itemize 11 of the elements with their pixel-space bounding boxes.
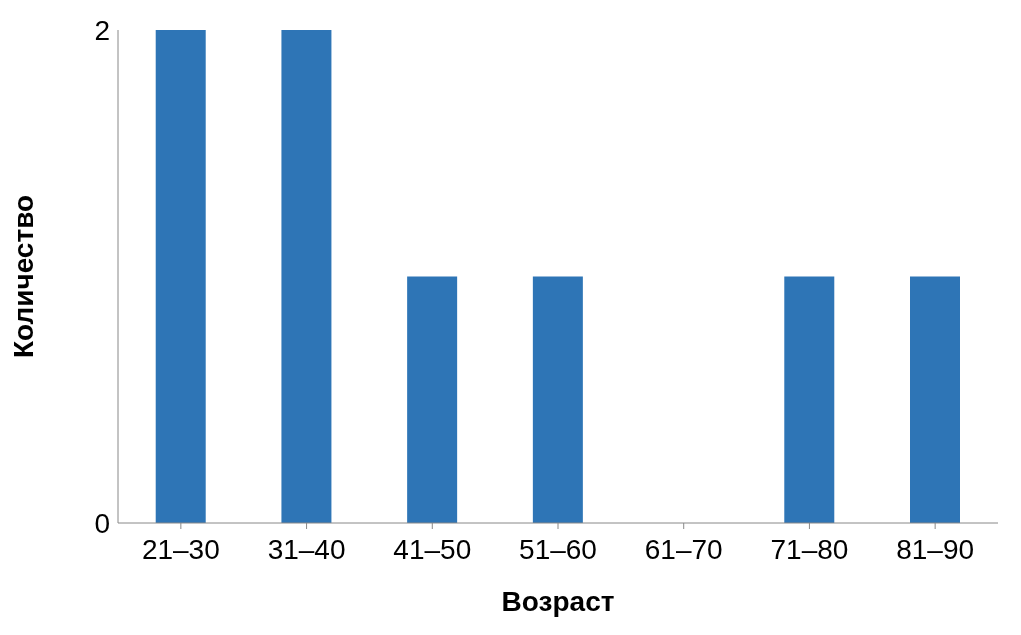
x-axis-title: Возраст <box>501 586 615 617</box>
x-tick-label: 71–80 <box>770 533 849 565</box>
y-tick-label: 0 <box>94 507 110 539</box>
y-tick-label: 2 <box>94 14 110 46</box>
x-tick-label: 21–30 <box>141 533 220 565</box>
y-axis-title: Количество <box>7 194 39 359</box>
x-tick-label: 41–50 <box>393 533 472 565</box>
x-tick-label: 31–40 <box>267 533 346 565</box>
x-tick-label: 61–70 <box>644 533 723 565</box>
x-tick-label: 81–90 <box>896 533 975 565</box>
x-tick-label: 51–60 <box>519 533 597 565</box>
